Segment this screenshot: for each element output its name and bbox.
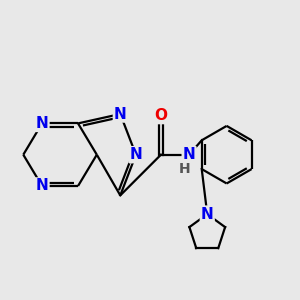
Text: N: N <box>201 207 214 222</box>
Text: N: N <box>183 147 196 162</box>
Text: N: N <box>36 116 48 131</box>
Text: O: O <box>154 108 167 123</box>
Text: H: H <box>178 162 190 176</box>
Text: N: N <box>114 106 127 122</box>
Text: N: N <box>130 147 142 162</box>
Text: N: N <box>36 178 48 194</box>
